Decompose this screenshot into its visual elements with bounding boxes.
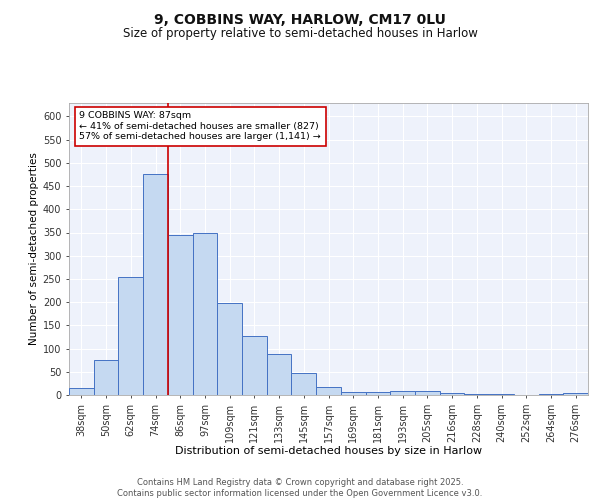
Bar: [217, 303, 242, 395]
Bar: [390, 392, 415, 395]
Bar: [143, 174, 168, 395]
Text: 9, COBBINS WAY, HARLOW, CM17 0LU: 9, COBBINS WAY, HARLOW, CM17 0LU: [154, 12, 446, 26]
Bar: [94, 360, 118, 395]
Bar: [440, 392, 464, 395]
Bar: [193, 232, 217, 395]
Bar: [365, 392, 390, 395]
Bar: [539, 394, 563, 395]
Bar: [316, 387, 341, 395]
Bar: [168, 235, 193, 395]
Bar: [69, 388, 94, 395]
Bar: [464, 394, 489, 395]
Bar: [415, 392, 440, 395]
X-axis label: Distribution of semi-detached houses by size in Harlow: Distribution of semi-detached houses by …: [175, 446, 482, 456]
Bar: [242, 336, 267, 395]
Text: Contains HM Land Registry data © Crown copyright and database right 2025.
Contai: Contains HM Land Registry data © Crown c…: [118, 478, 482, 498]
Bar: [118, 276, 143, 395]
Y-axis label: Number of semi-detached properties: Number of semi-detached properties: [29, 152, 38, 345]
Bar: [267, 354, 292, 395]
Text: 9 COBBINS WAY: 87sqm
← 41% of semi-detached houses are smaller (827)
57% of semi: 9 COBBINS WAY: 87sqm ← 41% of semi-detac…: [79, 112, 321, 141]
Bar: [341, 392, 365, 395]
Bar: [563, 393, 588, 395]
Bar: [292, 373, 316, 395]
Bar: [489, 394, 514, 395]
Text: Size of property relative to semi-detached houses in Harlow: Size of property relative to semi-detach…: [122, 28, 478, 40]
